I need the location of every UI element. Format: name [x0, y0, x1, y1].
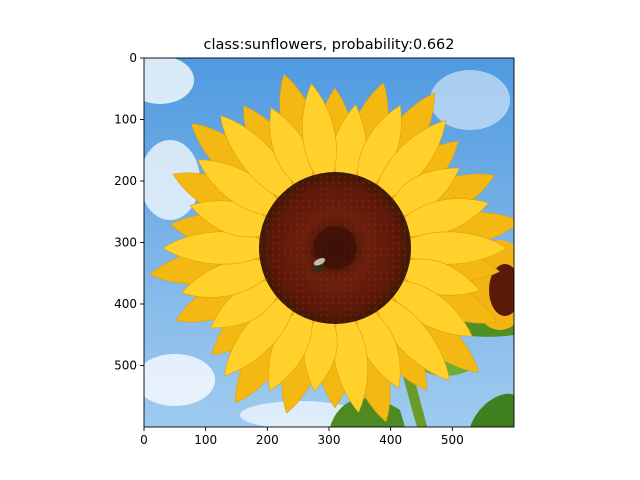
cloud: [240, 401, 360, 427]
x-tick-label: 0: [140, 433, 148, 447]
y-tick-label: 200: [114, 174, 137, 188]
x-tick-label: 500: [441, 433, 464, 447]
x-tick-label: 200: [256, 433, 279, 447]
x-tick-label: 300: [318, 433, 341, 447]
x-tick-label: 400: [379, 433, 402, 447]
cloud: [430, 70, 510, 130]
y-tick-label: 400: [114, 297, 137, 311]
y-tick-label: 300: [114, 236, 137, 250]
chart-title: class:sunflowers, probability:0.662: [203, 37, 454, 53]
x-axis: 0 100 200 300 400 500: [140, 427, 464, 447]
y-tick-label: 500: [114, 359, 137, 373]
cloud: [144, 354, 215, 406]
cloud: [144, 140, 200, 220]
y-axis: 0 100 200 300 400 500: [114, 51, 144, 373]
x-tick-label: 100: [194, 433, 217, 447]
petals: [149, 73, 514, 423]
y-tick-label: 0: [129, 51, 137, 65]
bee: [311, 258, 326, 273]
leaf: [470, 393, 514, 427]
petal: [302, 83, 337, 190]
cloud: [144, 58, 194, 104]
sunflower-image: [144, 58, 514, 427]
y-tick-label: 100: [114, 113, 137, 127]
